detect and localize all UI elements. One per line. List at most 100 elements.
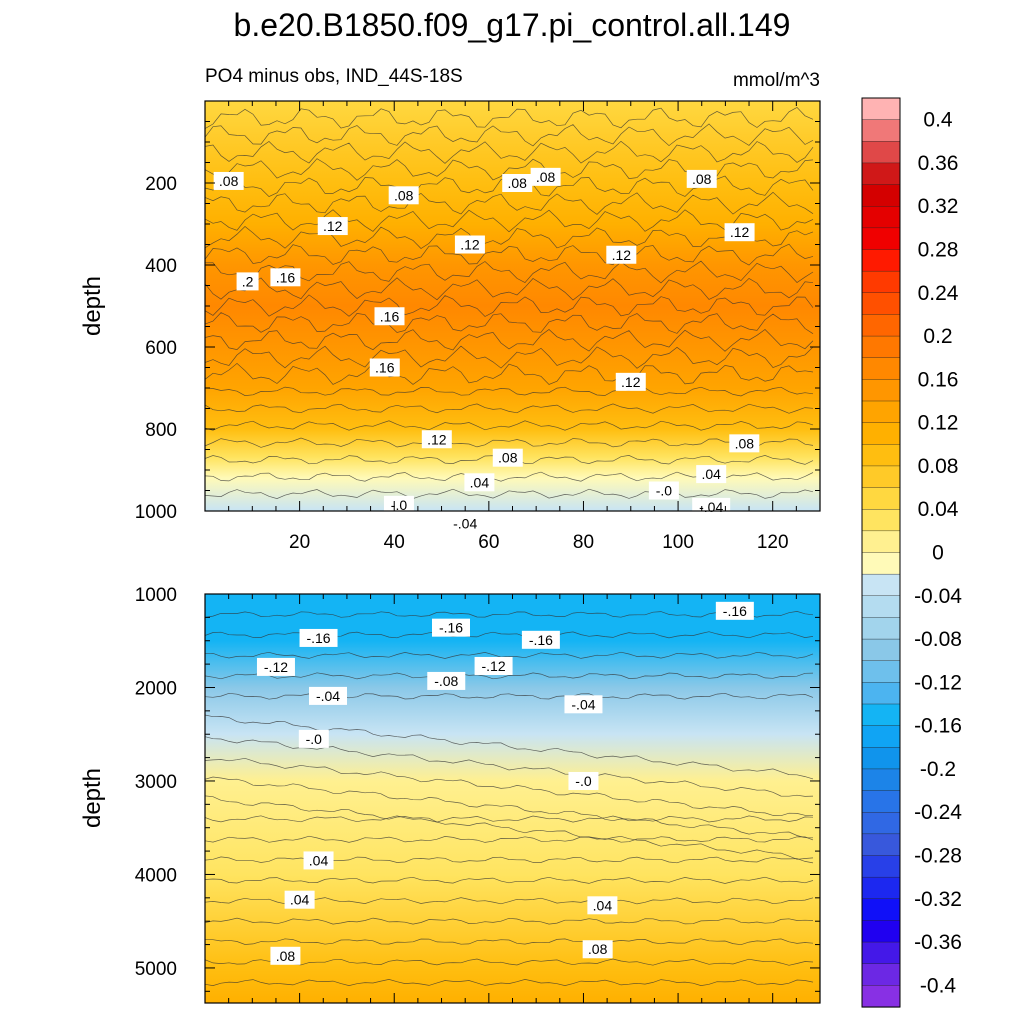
contour-line	[205, 312, 814, 334]
colorbar-label: 0.16	[918, 368, 959, 391]
colorbar-label: 0.4	[923, 109, 953, 132]
colorbar-swatch	[861, 184, 901, 207]
contour-line	[205, 329, 814, 352]
contour-label: .08	[530, 167, 561, 186]
contour-label: -.0	[383, 495, 414, 514]
colorbar-label: -0.12	[914, 671, 962, 694]
contour-line	[205, 611, 814, 618]
contour-label: .12	[317, 217, 348, 236]
contour-label-text: .08	[735, 435, 755, 451]
contour-label-bg	[454, 235, 485, 254]
lower-y-axis-label: depth	[79, 768, 106, 828]
contour-line	[205, 488, 814, 499]
contour-label-text: -.04	[316, 688, 340, 704]
contour-label: .08	[582, 940, 613, 959]
colorbar-swatch	[861, 314, 901, 337]
colorbar-swatch	[861, 249, 901, 272]
contour-label: .08	[213, 171, 244, 190]
contour-label: .12	[606, 245, 637, 264]
contour-line	[205, 979, 814, 986]
colorbar-label: -0.16	[914, 715, 962, 738]
contour-line	[205, 362, 814, 385]
colorbar-swatch	[861, 335, 901, 359]
colorbar-swatch	[861, 206, 901, 229]
contour-line	[205, 345, 814, 369]
colorbar-label: 0.04	[918, 498, 959, 521]
contour-label-bg	[432, 618, 470, 637]
contour-label: .12	[421, 430, 452, 449]
x-tick-label: 40	[384, 532, 405, 553]
contour-label-text: .08	[536, 169, 556, 185]
contour-line	[205, 420, 814, 431]
colorbar-swatch	[861, 682, 901, 705]
contour-line	[205, 938, 814, 946]
contour-label-text: -.04	[699, 499, 723, 515]
contour-label-text: -.0	[575, 773, 592, 789]
colorbar-swatch	[861, 119, 901, 142]
colorbar-label: 0	[932, 542, 944, 565]
contour-label: .08	[270, 946, 301, 965]
colorbar-label: -0.08	[914, 628, 962, 651]
contour-label: .08	[502, 174, 533, 192]
contour-line	[205, 123, 814, 147]
colorbar-swatch	[861, 270, 901, 294]
contour-label-bg	[369, 358, 400, 377]
lower-panel: -.16 -.16 -.16 -.16 -.12 -.12 -.08 -.04 -.04 -.0 -…	[79, 585, 821, 1004]
contour-line	[205, 736, 814, 797]
colorbar-swatch	[861, 97, 901, 121]
colorbar-swatch	[861, 444, 901, 467]
y-tick-label: 800	[145, 420, 177, 441]
subtitle-left: PO4 minus obs, IND_44S-18S	[205, 66, 463, 87]
contour-line	[205, 757, 813, 817]
colorbar-swatch	[861, 747, 901, 770]
contour-label-text: .12	[612, 247, 632, 263]
contour-label-text: -.0	[391, 497, 408, 513]
contour-label-bg	[236, 272, 259, 291]
contour-label-bg	[582, 940, 613, 959]
contour-label-bg	[568, 771, 599, 790]
colorbar-label: -0.28	[914, 845, 962, 868]
colorbar-label: -0.2	[920, 758, 956, 781]
contour-line	[205, 958, 814, 966]
contour-label-bg	[317, 217, 348, 236]
colorbar-label: 0.24	[918, 282, 959, 305]
contour-label-bg	[686, 169, 717, 188]
colorbar-label: 0.36	[918, 152, 959, 175]
contour-label: -.04	[564, 695, 603, 714]
contour-label-text: .04	[593, 897, 613, 913]
contour-label-text: -.04	[571, 696, 595, 712]
y-tick-label: 600	[145, 338, 177, 359]
contour-line	[205, 815, 814, 823]
contour-label: .2	[236, 272, 259, 291]
contour-label-text: .12	[730, 224, 750, 240]
colorbar-label: -0.36	[914, 931, 962, 954]
contour-line	[205, 386, 814, 397]
contour-label-bg	[383, 495, 414, 514]
colorbar-swatch	[861, 162, 901, 186]
x-tick-label: 100	[662, 532, 694, 553]
contour-label-text: -.12	[264, 659, 288, 675]
upper-ticks: 20 40 60 80 100 120 200 400 600 800 1000	[135, 100, 820, 553]
contour-label-bg	[606, 245, 637, 264]
contour-label-text: .12	[460, 237, 480, 253]
contour-label-bg	[421, 430, 452, 449]
lower-ticks: 1000 2000 3000 4000 5000	[135, 585, 820, 1003]
contour-label-text: .04	[701, 466, 721, 482]
y-tick-label: 5000	[135, 959, 177, 980]
contour-label: .16	[374, 307, 405, 326]
contour-label: -.08	[427, 671, 466, 690]
y-tick-label: 2000	[135, 678, 177, 699]
contour-label-text: -.16	[723, 603, 747, 619]
colorbar-swatch	[861, 812, 901, 835]
colorbar-swatch	[861, 898, 901, 922]
contour-label: .08	[686, 169, 717, 188]
colorbar-swatch	[861, 595, 901, 619]
contour-label-bg	[303, 851, 334, 870]
contour-label-bg	[309, 686, 347, 705]
contour-label: -.16	[715, 601, 754, 620]
contour-line	[205, 876, 814, 884]
contour-label: .16	[270, 268, 301, 287]
contour-label-text: .2	[242, 273, 254, 289]
colorbar-swatch	[861, 573, 901, 597]
